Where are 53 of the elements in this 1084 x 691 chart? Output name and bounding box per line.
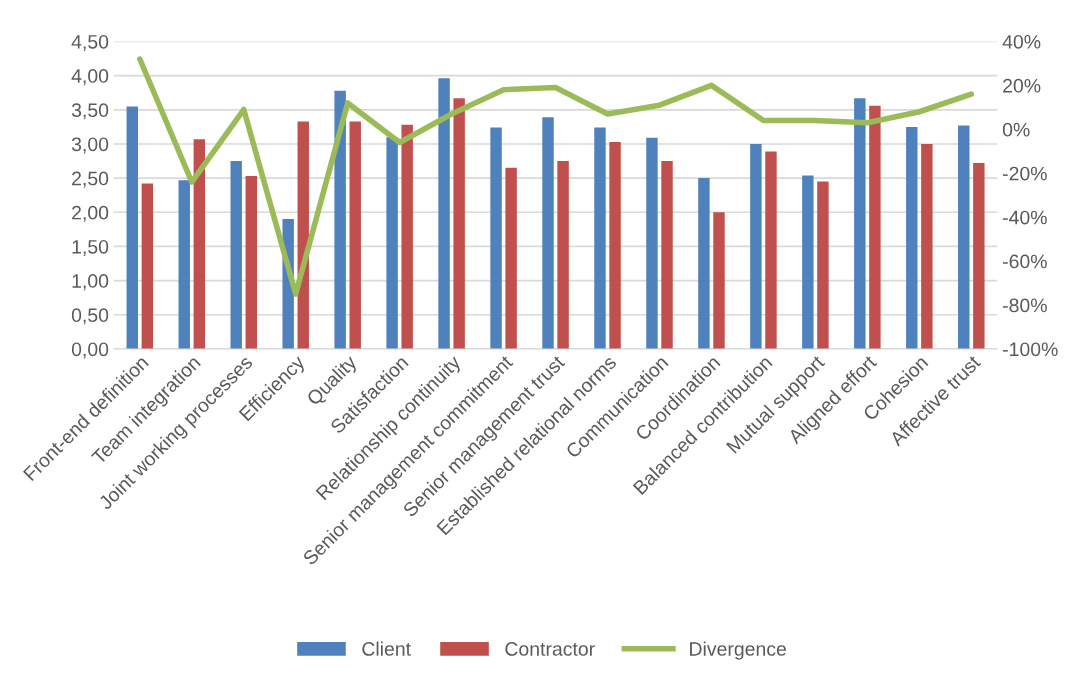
bar (141, 183, 154, 349)
bar (401, 124, 413, 349)
bar (349, 121, 361, 349)
bar (646, 137, 658, 349)
y2-tick-label: -60% (1003, 254, 1047, 269)
y2-tick-label: -20% (1003, 166, 1047, 181)
bar (869, 105, 881, 349)
bar (245, 176, 257, 349)
bar (334, 90, 346, 349)
bar (750, 143, 762, 349)
bar (542, 117, 554, 349)
bar (230, 161, 242, 349)
bar (594, 127, 606, 349)
bar (490, 127, 502, 349)
y2-tick-label: -80% (1003, 298, 1047, 313)
y-tick-label: 2,50 (72, 171, 109, 188)
bar (802, 175, 814, 349)
bar (817, 181, 829, 349)
y2-tick-label: -100% (1003, 342, 1058, 357)
y-tick-label: 0,00 (71, 342, 109, 359)
y-tick-label: 3,50 (71, 103, 109, 120)
bar (126, 106, 138, 349)
y-tick-label: 1,00 (72, 274, 109, 291)
bar (193, 139, 206, 349)
bar (973, 163, 985, 349)
bar (505, 167, 517, 349)
bar (453, 98, 465, 349)
bar (765, 151, 777, 349)
y2-tick-label: 40% (1002, 34, 1041, 49)
y-tick-label: 2,00 (72, 205, 109, 222)
bar (438, 78, 450, 349)
y-tick-label: 0,50 (71, 308, 109, 325)
y-tick-label: 4,00 (71, 69, 109, 86)
bar (713, 212, 725, 349)
legend-label: Divergence (690, 641, 786, 660)
bar (906, 126, 918, 349)
bar (958, 125, 970, 349)
y2-tick-label: -40% (1003, 210, 1047, 225)
bar (386, 137, 398, 349)
bar (178, 180, 190, 349)
bar (698, 178, 710, 349)
y-tick-label: 3,00 (71, 137, 109, 154)
y-tick-label: 1,50 (72, 239, 109, 256)
y2-tick-label: 0% (1002, 122, 1030, 137)
bar (921, 143, 933, 349)
legend-label: Client (362, 641, 411, 656)
bar (609, 141, 621, 349)
bar (854, 98, 866, 349)
bar (661, 161, 673, 349)
bar (557, 161, 569, 349)
y-tick-label: 4,50 (71, 34, 109, 51)
legend-label: Contractor (505, 642, 595, 656)
y2-tick-label: 20% (1003, 78, 1041, 93)
